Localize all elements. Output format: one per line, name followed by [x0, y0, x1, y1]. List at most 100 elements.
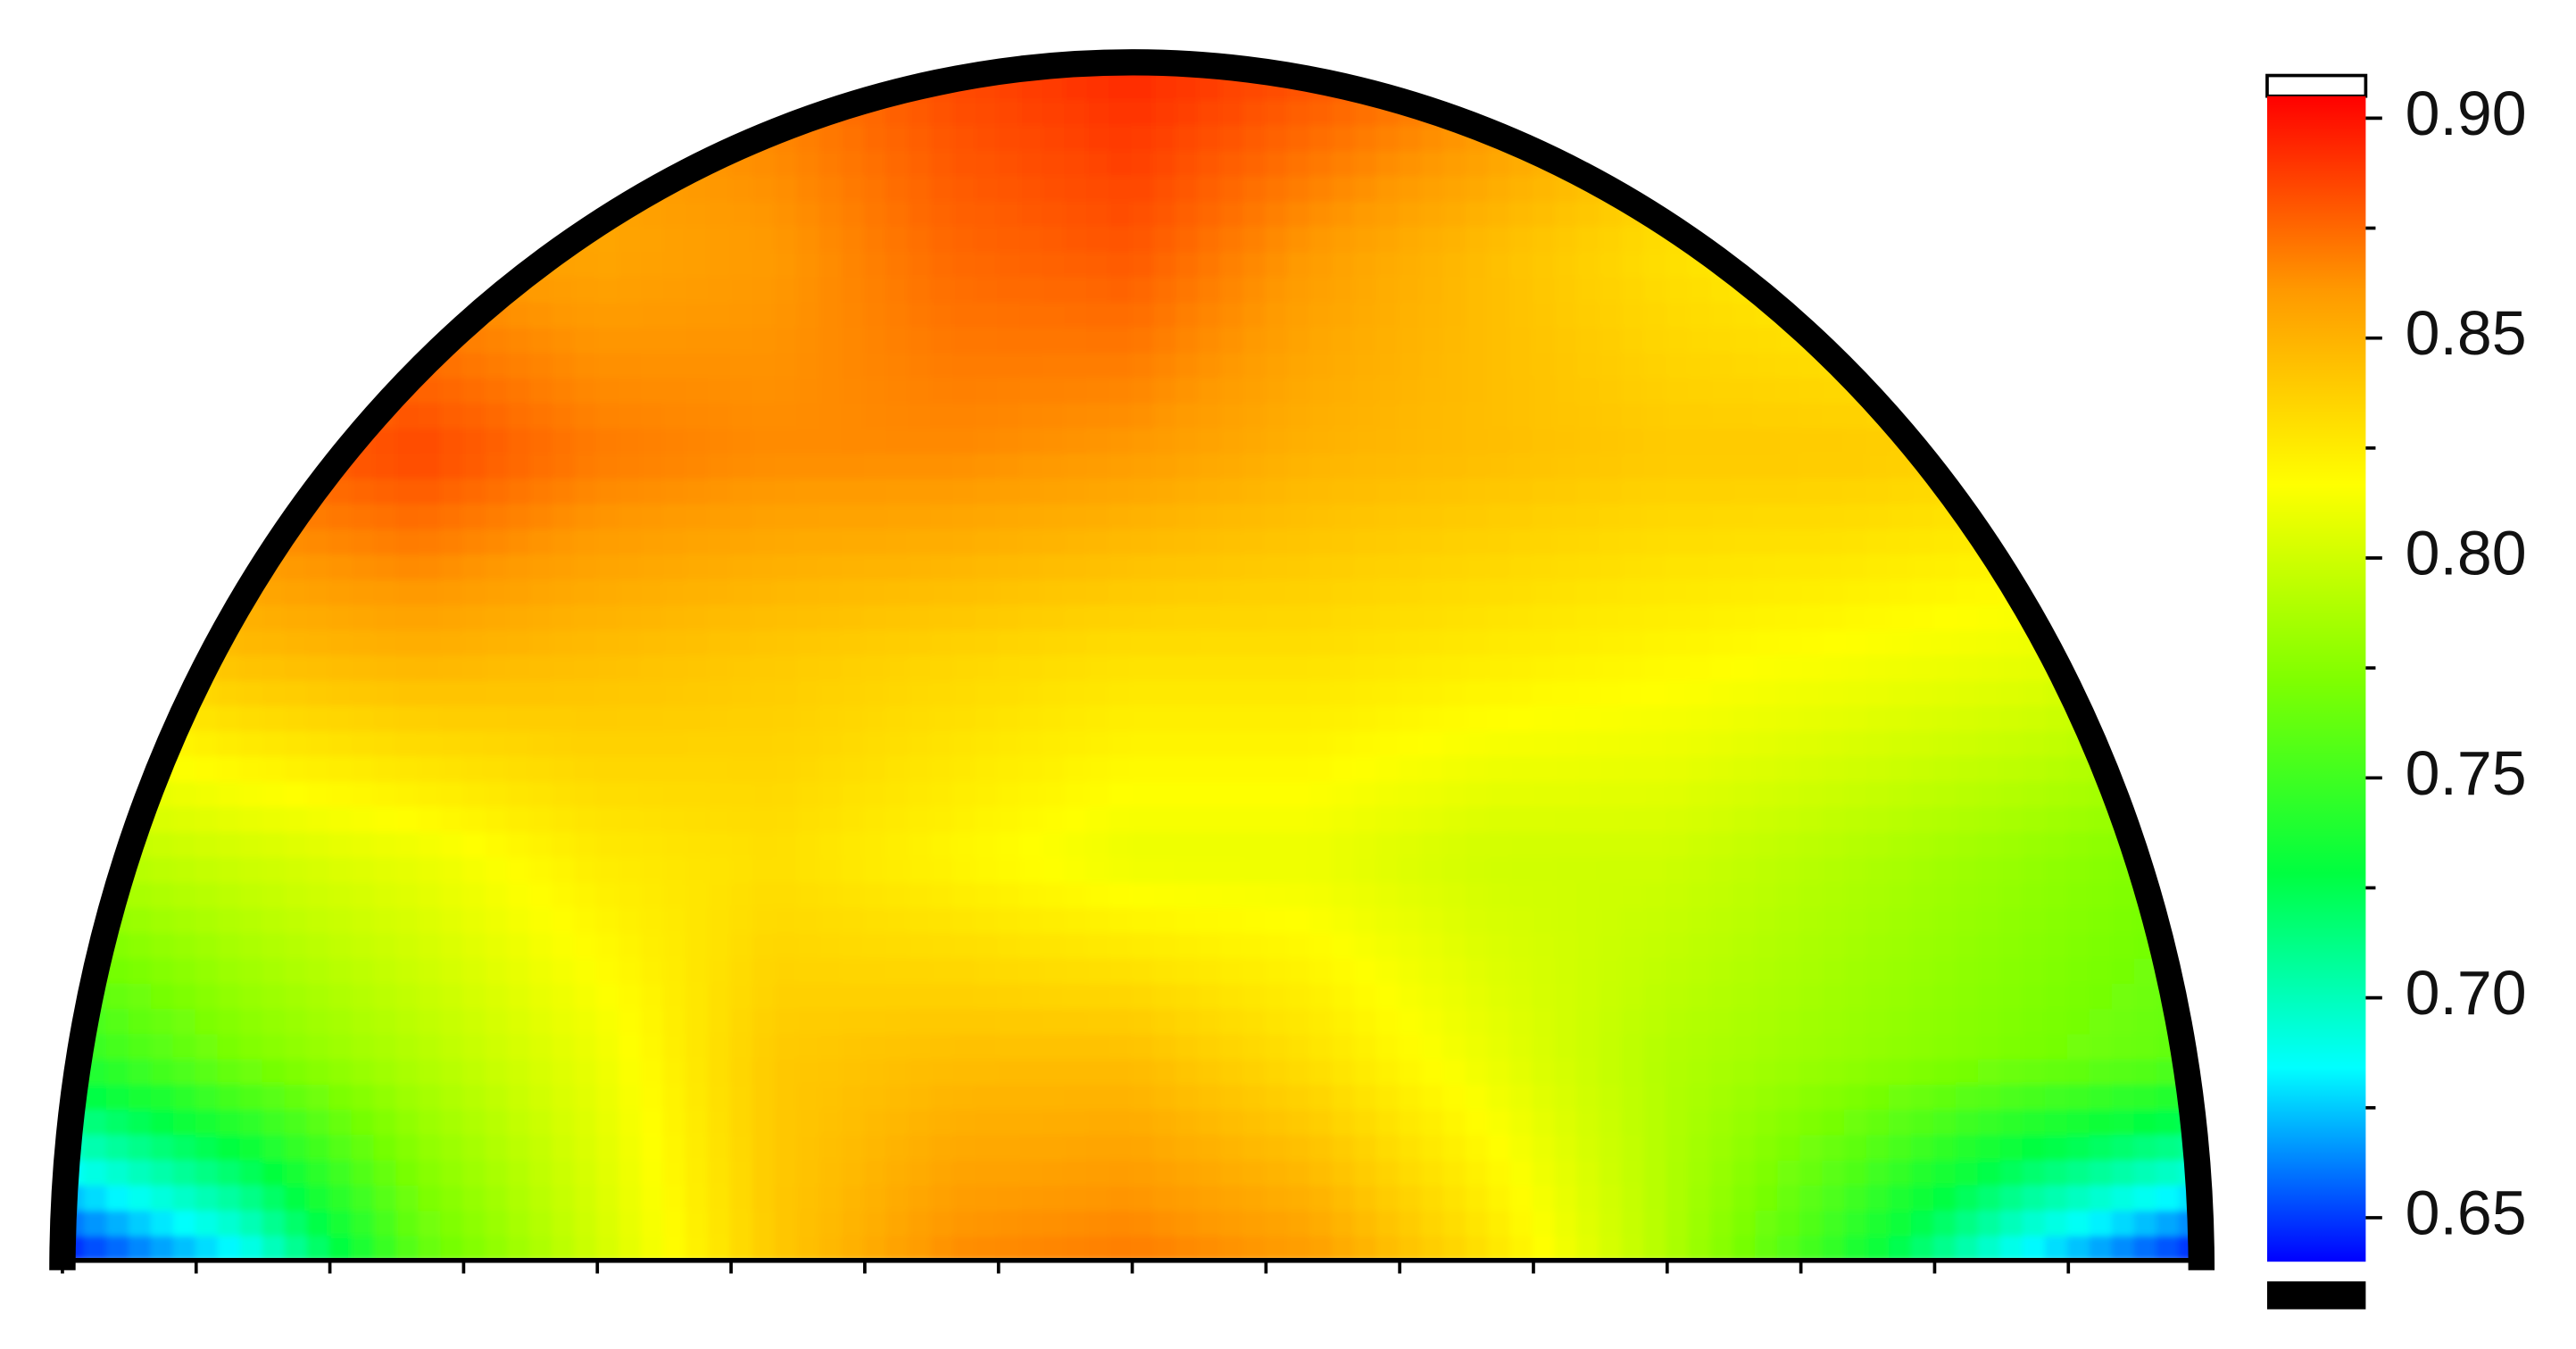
field-cell [1688, 57, 1713, 76]
field-cell [105, 981, 130, 1010]
field-cell [1643, 956, 1668, 984]
field-cell [1532, 754, 1557, 782]
field-cell [262, 477, 287, 504]
field-cell [574, 553, 598, 580]
field-cell [1532, 1234, 1557, 1261]
field-cell [1910, 376, 1935, 404]
field-cell [997, 1082, 1022, 1111]
field-cell [729, 679, 754, 706]
field-cell [351, 275, 376, 303]
field-cell [2044, 225, 2069, 253]
field-cell [128, 1184, 153, 1212]
field-cell [217, 149, 242, 177]
field-cell [1999, 956, 2024, 984]
field-cell [1576, 1184, 1601, 1212]
field-cell [1621, 578, 1646, 605]
field-cell [1019, 553, 1044, 580]
field-cell [373, 553, 398, 580]
field-cell [62, 300, 86, 328]
field-cell [1999, 981, 2024, 1010]
field-cell [1844, 1032, 1868, 1060]
field-cell [729, 225, 754, 253]
field-cell [1309, 1234, 1334, 1261]
field-cell [641, 1108, 665, 1136]
field-cell [1331, 528, 1356, 555]
field-cell [1822, 805, 1846, 833]
field-cell [62, 401, 86, 429]
field-cell [1265, 174, 1289, 202]
field-cell [1866, 57, 1890, 76]
field-cell [1532, 931, 1557, 959]
field-cell [83, 629, 108, 656]
field-cell [1955, 1209, 1980, 1237]
field-cell [1643, 629, 1668, 656]
field-cell [619, 956, 643, 984]
field-cell [462, 149, 487, 177]
field-cell [774, 981, 799, 1010]
field-cell [1420, 427, 1445, 454]
field-cell [1554, 931, 1579, 959]
field-cell [105, 199, 130, 227]
field-cell [1755, 98, 1779, 126]
field-cell [1086, 149, 1111, 177]
field-cell [2089, 225, 2114, 253]
field-cell [796, 931, 821, 959]
field-cell [1198, 1234, 1222, 1261]
field-cell [1353, 956, 1378, 984]
field-cell [1131, 326, 1156, 354]
field-cell [306, 1082, 331, 1111]
field-cell [1487, 679, 1512, 706]
field-cell [1242, 805, 1267, 833]
field-cell [485, 502, 510, 530]
field-cell [1977, 779, 2002, 807]
field-cell [819, 729, 843, 757]
field-cell [1755, 225, 1779, 253]
field-cell [952, 779, 977, 807]
field-cell [1420, 1184, 1445, 1212]
field-cell [1866, 73, 1890, 101]
field-cell [1866, 578, 1890, 605]
field-cell [195, 250, 220, 278]
field-cell [1621, 1234, 1646, 1261]
field-cell [418, 654, 443, 681]
field-cell [663, 1108, 687, 1136]
field-cell [1286, 477, 1311, 504]
field-cell [2066, 1184, 2091, 1212]
field-cell [1420, 729, 1445, 757]
field-cell [217, 452, 242, 479]
field-cell [1286, 906, 1311, 934]
field-cell [729, 1184, 754, 1212]
field-cell [395, 225, 420, 253]
field-cell [952, 1184, 977, 1212]
field-cell [1375, 250, 1400, 278]
field-cell [2066, 174, 2091, 202]
field-cell [1198, 250, 1222, 278]
field-cell [596, 73, 620, 101]
field-cell [975, 956, 1000, 984]
field-cell [908, 300, 933, 328]
field-cell [2044, 1082, 2069, 1111]
field-cell [1465, 880, 1490, 908]
field-cell [418, 1007, 443, 1035]
field-cell [885, 981, 910, 1010]
field-cell [1086, 98, 1111, 126]
field-cell [619, 880, 643, 908]
field-cell [885, 124, 910, 152]
field-cell [1599, 981, 1624, 1010]
field-cell [1309, 654, 1334, 681]
field-cell [1755, 654, 1779, 681]
field-cell [729, 427, 754, 454]
field-cell [62, 931, 86, 959]
field-cell [1064, 1133, 1089, 1161]
field-cell [952, 956, 977, 984]
field-cell [1375, 199, 1400, 227]
field-cell [239, 704, 264, 732]
field-cell [1487, 1108, 1512, 1136]
field-cell [1532, 57, 1557, 76]
field-cell [685, 1082, 710, 1111]
field-cell [440, 149, 465, 177]
field-cell [574, 1057, 598, 1085]
field-cell [105, 401, 130, 429]
field-cell [1532, 1082, 1557, 1111]
field-cell [552, 830, 577, 858]
